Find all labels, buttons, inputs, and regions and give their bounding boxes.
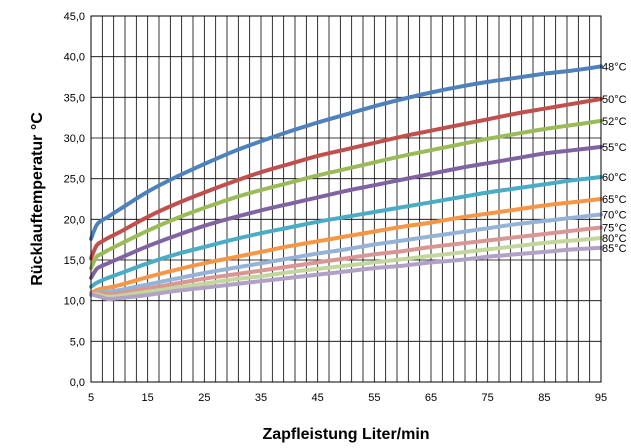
- y-axis-title: Rücklauftemperatur °C: [29, 112, 46, 286]
- x-tick-label: 25: [198, 392, 210, 404]
- plot-area: [91, 16, 601, 382]
- x-tick-label: 85: [538, 392, 550, 404]
- plot-frame: [90, 15, 602, 383]
- series-label-4: 55°C: [602, 142, 627, 154]
- x-tick-label: 75: [482, 392, 494, 404]
- series-labels: 48°C 50°C 52°C 55°C 60°C 65°C 70°C75°C80°C85°C: [602, 61, 627, 254]
- series-line-8: [89, 225, 603, 297]
- series-label-3: 52°C: [602, 116, 627, 128]
- grid: [91, 16, 601, 382]
- series-label-8: 75°C: [602, 222, 627, 234]
- x-axis-title: Zapfleistung Liter/min: [262, 426, 429, 443]
- series-line-2: [89, 97, 603, 261]
- x-tick-label: 45: [312, 392, 324, 404]
- series-line-9: [89, 236, 603, 299]
- y-tick-label: 0,0: [70, 377, 85, 389]
- y-tick-label: 30,0: [64, 133, 85, 145]
- series-label-9: 80°C: [602, 233, 627, 245]
- series-line-4: [89, 144, 603, 280]
- x-tick-label: 35: [255, 392, 267, 404]
- series-label-10: 85°C: [602, 243, 627, 255]
- series-line-3: [89, 118, 603, 271]
- x-tick-label: 95: [595, 392, 607, 404]
- series-label-1: 48°C: [602, 61, 627, 73]
- x-tick-label: 15: [142, 392, 154, 404]
- series-line-5: [89, 175, 603, 289]
- y-tick-label: 25,0: [64, 174, 85, 186]
- x-tick-label: 55: [368, 392, 380, 404]
- x-tick-label: 5: [88, 392, 94, 404]
- series-label-2: 50°C: [602, 94, 627, 106]
- series-label-6: 65°C: [602, 194, 627, 206]
- series-line-1: [89, 64, 603, 241]
- y-tick-label: 45,0: [64, 11, 85, 23]
- y-tick-label: 20,0: [64, 214, 85, 226]
- series-lines: [89, 64, 603, 302]
- series-label-7: 70°C: [602, 209, 627, 221]
- x-tick-label: 65: [425, 392, 437, 404]
- series-label-5: 60°C: [602, 172, 627, 184]
- series-line-10: [89, 245, 603, 302]
- series-line-6: [89, 197, 603, 296]
- y-tick-label: 15,0: [64, 255, 85, 267]
- y-tick-label: 35,0: [64, 92, 85, 104]
- y-tick-label: 10,0: [64, 296, 85, 308]
- series-line-7: [89, 212, 603, 297]
- y-tick-label: 40,0: [64, 52, 85, 64]
- tick-labels: 0,0 5,0 10,0 15,0 20,0 25,0 30,0 35,0 40,0 45,0 5 1…: [64, 11, 608, 404]
- y-tick-label: 5,0: [70, 336, 85, 348]
